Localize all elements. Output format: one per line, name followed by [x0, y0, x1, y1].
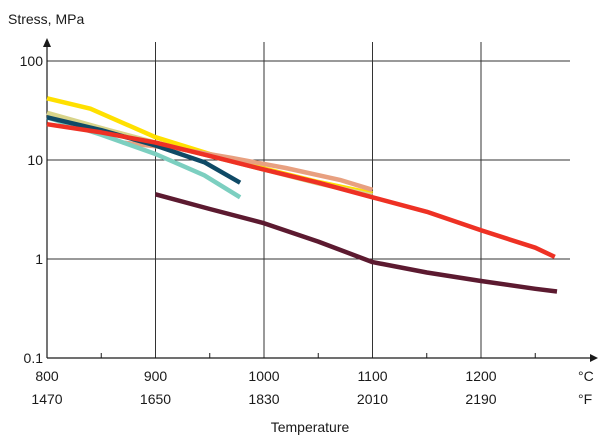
y-tick-label: 10 — [27, 152, 43, 168]
y-axis-title: Stress, MPa — [8, 11, 84, 27]
x-tick-label-f: 1470 — [31, 391, 62, 407]
series-layer — [46, 96, 558, 294]
series-line-5 — [46, 115, 242, 185]
x-tick-label-f: 1830 — [248, 391, 279, 407]
x-unit-celsius: °C — [578, 368, 594, 384]
grid — [47, 42, 570, 358]
x-axis-title: Temperature — [271, 419, 350, 435]
series-line-6 — [46, 121, 556, 259]
x-axis-arrow — [590, 354, 598, 362]
y-axis-arrow — [43, 38, 51, 47]
x-tick-label-f: 2190 — [465, 391, 496, 407]
x-tick-label-c: 1000 — [248, 368, 279, 384]
x-tick-label-f: 1650 — [140, 391, 171, 407]
x-tick-label-c: 900 — [144, 368, 168, 384]
x-unit-fahrenheit: °F — [578, 391, 592, 407]
axes — [43, 38, 598, 362]
x-tick-label-f: 2010 — [357, 391, 388, 407]
series-line-7 — [154, 192, 558, 294]
x-tick-label-c: 800 — [35, 368, 59, 384]
y-tick-label: 0.1 — [24, 350, 44, 366]
x-tick-label-c: 1200 — [465, 368, 496, 384]
x-tick-label-c: 1100 — [357, 368, 387, 384]
y-tick-label: 100 — [20, 53, 44, 69]
y-tick-label: 1 — [35, 251, 43, 267]
tick-labels: 0.1 1 10 100 800 1470 900 1650 1000 1830 1100 2010 1… — [20, 53, 497, 407]
